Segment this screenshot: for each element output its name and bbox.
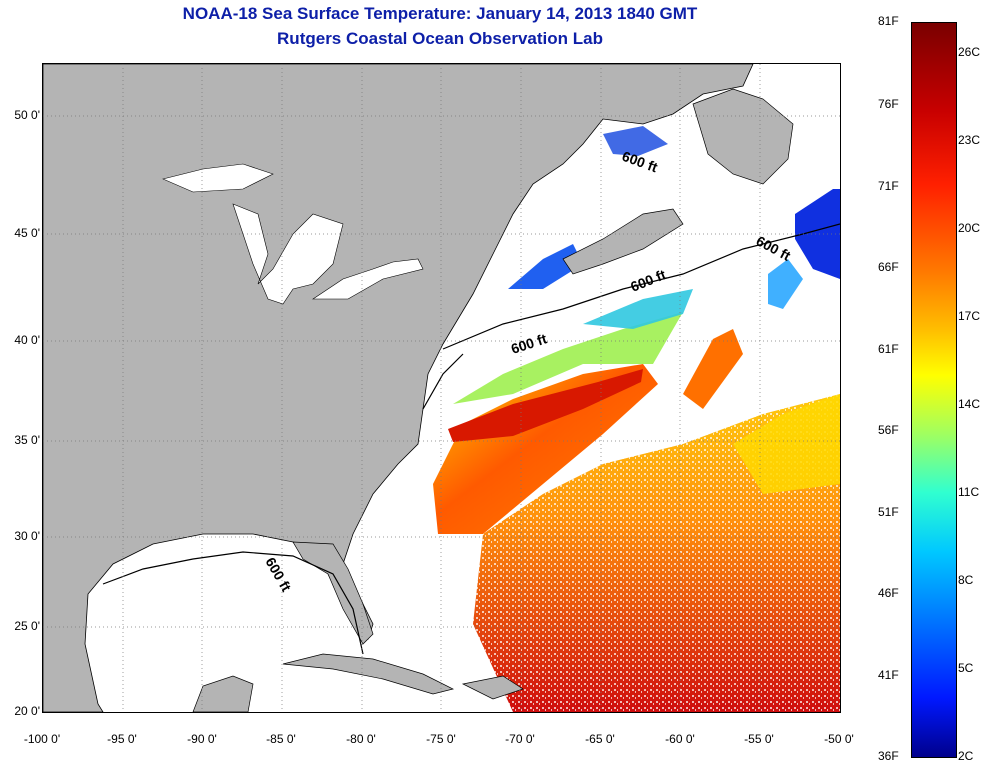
lat-label: 50 0' (14, 108, 40, 122)
lon-label: -85 0' (266, 732, 296, 746)
colorbar-c-label: 17C (958, 309, 981, 323)
colorbar-c-label: 5C (958, 661, 974, 675)
sst-gulf-of-maine (508, 244, 583, 289)
land-nova-scotia (562, 208, 684, 275)
colorbar-f-label: 66F (878, 260, 899, 274)
colorbar-f-label: 36F (878, 749, 899, 763)
land-north-america (43, 64, 754, 712)
lat-label: 30 0' (14, 529, 40, 543)
sst-map-canvas: 600 ft 600 ft 600 ft 600 ft 600 ft (43, 64, 840, 712)
colorbar-f-label: 76F (878, 97, 899, 111)
lon-label: -65 0' (585, 732, 615, 746)
colorbar-f-label: 46F (878, 586, 899, 600)
colorbar-c-label: 8C (958, 573, 974, 587)
lon-label: -90 0' (187, 732, 217, 746)
sst-gulf-stream (433, 364, 658, 534)
land-hispaniola (461, 675, 524, 700)
sst-map: 600 ft 600 ft 600 ft 600 ft 600 ft (42, 63, 841, 713)
land-newfoundland (692, 88, 794, 185)
temperature-colorbar (911, 22, 957, 758)
lake-erie-ontario (312, 258, 424, 300)
land-cuba (282, 653, 455, 695)
lon-label: -70 0' (505, 732, 535, 746)
lon-label: -50 0' (824, 732, 854, 746)
lon-label: -95 0' (107, 732, 137, 746)
lat-label: 45 0' (14, 226, 40, 240)
sst-slope-water (453, 312, 683, 404)
sst-shelf-cool (583, 289, 693, 329)
lon-label: -60 0' (665, 732, 695, 746)
colorbar-c-label: 2C (958, 749, 974, 763)
lat-label: 35 0' (14, 433, 40, 447)
lake-superior (162, 163, 274, 193)
colorbar-f-label: 51F (878, 505, 899, 519)
lat-label: 25 0' (14, 619, 40, 633)
colorbar-c-label: 23C (958, 133, 981, 147)
colorbar-f-label: 61F (878, 342, 899, 356)
land-yucatan (192, 675, 254, 712)
isobath-line (102, 223, 840, 655)
lon-label: -75 0' (426, 732, 456, 746)
colorbar-c-label: 26C (958, 45, 981, 59)
isobath-line (422, 353, 464, 410)
colorbar-c-label: 14C (958, 397, 981, 411)
lat-label: 20 0' (14, 704, 40, 718)
chart-title: NOAA-18 Sea Surface Temperature: January… (182, 4, 698, 23)
colorbar-f-label: 56F (878, 423, 899, 437)
lat-label: 40 0' (14, 333, 40, 347)
colorbar-c-label: 20C (958, 221, 981, 235)
sst-newfoundland (795, 189, 840, 279)
graticule (43, 64, 840, 712)
lake-michigan-huron (232, 203, 344, 305)
sst-grand-banks (768, 259, 803, 309)
sst-gulf-stream-core (448, 369, 643, 442)
sst-gulf-st-lawrence (603, 126, 668, 156)
sst-east-patch (683, 329, 743, 409)
lon-label: -80 0' (346, 732, 376, 746)
colorbar-c-label: 11C (958, 485, 980, 499)
colorbar-f-label: 81F (878, 14, 899, 28)
chart-subtitle: Rutgers Coastal Ocean Observation Lab (277, 29, 603, 48)
colorbar-f-label: 71F (878, 179, 899, 193)
lon-label: -100 0' (23, 732, 61, 746)
colorbar-f-label: 41F (878, 668, 899, 682)
lon-label: -55 0' (744, 732, 774, 746)
